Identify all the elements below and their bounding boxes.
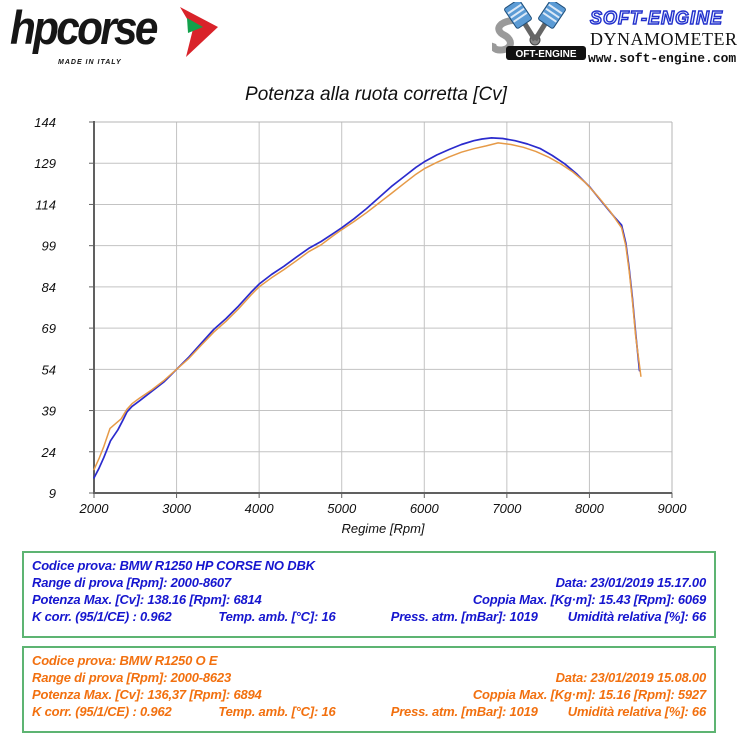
power-chart: 9 24 39 54 69 84 99 114 129 144 2000 3000 4000 5000 60… xyxy=(34,115,688,536)
y-tick-label: 114 xyxy=(35,197,56,212)
k-corr-2: K corr. (95/1/CE) : 0.962 xyxy=(32,704,172,719)
y-tick-label: 9 xyxy=(49,486,56,501)
dynamometers-label: DYNAMOMETERS xyxy=(590,29,738,49)
chart-title: Potenza alla ruota corretta [Cv] xyxy=(245,84,507,105)
range-prova-2: Range di prova [Rpm]: 2000-8623 xyxy=(32,670,231,685)
potenza-max-1: Potenza Max. [Cv]: 138.16 [Rpm]: 6814 xyxy=(32,592,262,607)
temp-amb-1: Temp. amb. [°C]: 16 xyxy=(218,609,336,624)
se-badge-text: OFT-ENGINE xyxy=(515,49,576,60)
y-tick-label: 24 xyxy=(41,445,56,460)
data-ora-2: Data: 23/01/2019 15.08.00 xyxy=(555,670,707,685)
codice-prova-2: Codice prova: BMW R1250 O E xyxy=(32,653,218,668)
coppia-max-1: Coppia Max. [Kg·m]: 15.43 [Rpm]: 6069 xyxy=(472,592,706,607)
soft-engine-logo: OFT-ENGINE SOFT-ENGINE DYNAMOMETERS www.… xyxy=(492,2,738,72)
y-tick-label: 39 xyxy=(42,404,56,419)
x-tick-label: 4000 xyxy=(245,501,275,516)
y-tick-label: 54 xyxy=(42,362,56,377)
x-tick-label: 3000 xyxy=(162,501,192,516)
temp-amb-2: Temp. amb. [°C]: 16 xyxy=(218,704,336,719)
umidita-2: Umidità relativa [%]: 66 xyxy=(567,704,706,719)
x-tick-label: 7000 xyxy=(492,501,522,516)
press-atm-2: Press. atm. [mBar]: 1019 xyxy=(390,704,538,719)
hpcorse-wordmark: hpcorse xyxy=(10,1,158,54)
range-prova-1: Range di prova [Rpm]: 2000-8607 xyxy=(32,575,231,590)
hpcorse-logo: hpcorse MADE IN ITALY xyxy=(10,1,240,76)
y-tick-label: 129 xyxy=(34,156,56,171)
umidita-1: Umidità relativa [%]: 66 xyxy=(567,609,706,624)
soft-engine-wordmark: SOFT-ENGINE xyxy=(589,7,724,28)
x-tick-label: 6000 xyxy=(410,501,440,516)
v-engine-cylinders-icon: OFT-ENGINE xyxy=(492,2,586,60)
x-tick-label: 9000 xyxy=(658,501,688,516)
soft-engine-url: www.soft-engine.com xyxy=(588,51,737,66)
power-curve-stock xyxy=(93,142,642,471)
hpcorse-arrow-icon xyxy=(180,7,218,57)
y-tick-label: 69 xyxy=(42,321,56,336)
press-atm-1: Press. atm. [mBar]: 1019 xyxy=(390,609,538,624)
y-tick-label: 99 xyxy=(42,239,56,254)
data-ora-1: Data: 23/01/2019 15.17.00 xyxy=(555,575,707,590)
made-in-italy-label: MADE IN ITALY xyxy=(58,59,122,66)
y-tick-label: 144 xyxy=(34,115,56,130)
test-info-box-hpcorse: Codice prova: BMW R1250 HP CORSE NO DBK … xyxy=(22,551,716,638)
x-tick-label: 8000 xyxy=(575,501,605,516)
potenza-max-2: Potenza Max. [Cv]: 136,37 [Rpm]: 6894 xyxy=(32,687,262,702)
codice-prova-1: Codice prova: BMW R1250 HP CORSE NO DBK xyxy=(32,558,315,573)
y-tick-label: 84 xyxy=(42,280,56,295)
coppia-max-2: Coppia Max. [Kg·m]: 15.16 [Rpm]: 5927 xyxy=(472,687,706,702)
k-corr-1: K corr. (95/1/CE) : 0.962 xyxy=(32,609,172,624)
x-tick-label: 5000 xyxy=(327,501,357,516)
x-tick-label: 2000 xyxy=(79,501,110,516)
test-info-box-stock: Codice prova: BMW R1250 O E Range di pro… xyxy=(22,646,716,733)
x-axis-label: Regime [Rpm] xyxy=(341,521,424,536)
power-curve-hpcorse xyxy=(93,137,641,479)
